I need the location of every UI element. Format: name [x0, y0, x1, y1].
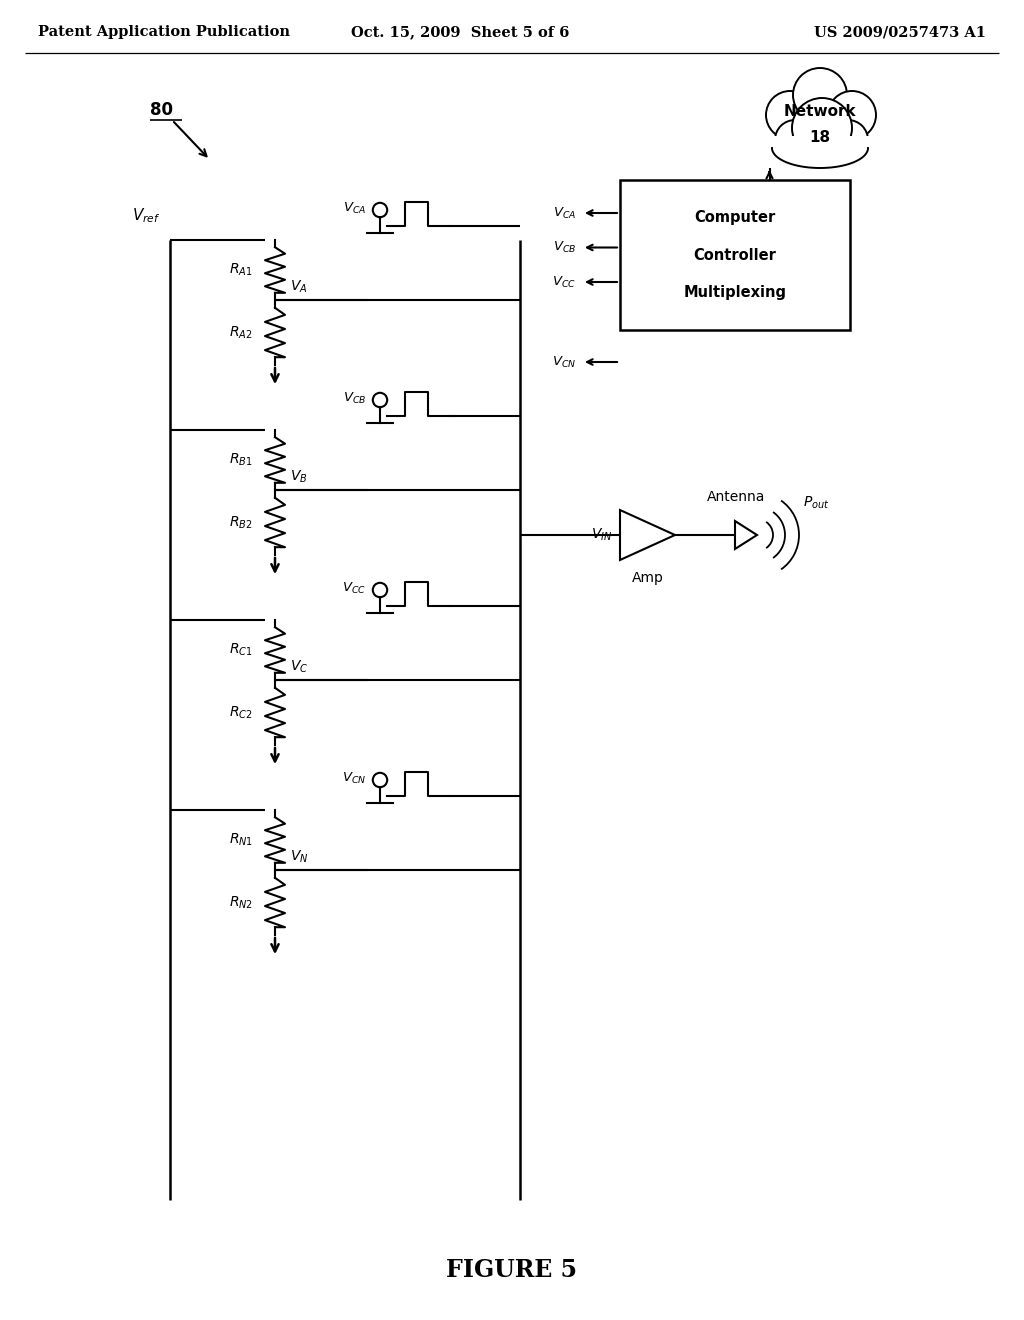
Text: $R_{A2}$: $R_{A2}$ [229, 325, 253, 341]
Text: Controller: Controller [693, 248, 776, 263]
Text: $R_{N1}$: $R_{N1}$ [228, 832, 253, 849]
Text: Amp: Amp [632, 572, 664, 585]
Text: $R_{C1}$: $R_{C1}$ [229, 642, 253, 659]
Text: Oct. 15, 2009  Sheet 5 of 6: Oct. 15, 2009 Sheet 5 of 6 [351, 25, 569, 40]
Text: Patent Application Publication: Patent Application Publication [38, 25, 290, 40]
Text: $R_{C2}$: $R_{C2}$ [229, 705, 253, 721]
Text: $V_{CA}$: $V_{CA}$ [343, 201, 366, 215]
Text: $V_A$: $V_A$ [290, 279, 307, 294]
Bar [762, 136, 878, 168]
Text: $V_{CC}$: $V_{CC}$ [342, 581, 366, 595]
Text: $P_{out}$: $P_{out}$ [803, 495, 829, 511]
Text: $V_{CN}$: $V_{CN}$ [342, 771, 366, 785]
Text: $V_{CC}$: $V_{CC}$ [552, 275, 575, 289]
Circle shape [828, 120, 868, 160]
Text: Multiplexing: Multiplexing [683, 285, 786, 300]
Bar [620, 180, 850, 330]
Text: $R_{A1}$: $R_{A1}$ [229, 261, 253, 279]
Text: $V_{CA}$: $V_{CA}$ [553, 206, 575, 220]
Text: $V_{IN}$: $V_{IN}$ [591, 527, 612, 544]
Text: Network: Network [783, 104, 856, 120]
Text: $V_{CN}$: $V_{CN}$ [552, 355, 575, 370]
Text: $V_{CB}$: $V_{CB}$ [553, 240, 575, 255]
Text: $V_{ref}$: $V_{ref}$ [131, 206, 160, 224]
Text: $R_{N2}$: $R_{N2}$ [229, 895, 253, 911]
Circle shape [793, 69, 847, 121]
Text: FIGURE 5: FIGURE 5 [446, 1258, 578, 1282]
Circle shape [828, 91, 876, 139]
Text: $V_B$: $V_B$ [290, 469, 307, 484]
Text: Antenna: Antenna [707, 490, 765, 504]
Circle shape [775, 120, 815, 160]
Circle shape [766, 91, 814, 139]
Text: $R_{B1}$: $R_{B1}$ [229, 451, 253, 469]
Text: 18: 18 [809, 131, 830, 145]
Text: Computer: Computer [694, 210, 775, 224]
Text: US 2009/0257473 A1: US 2009/0257473 A1 [814, 25, 986, 40]
Text: $R_{B2}$: $R_{B2}$ [229, 515, 253, 531]
Text: 80: 80 [150, 102, 173, 119]
Text: $V_C$: $V_C$ [290, 659, 308, 675]
Circle shape [792, 98, 852, 158]
Text: $V_{CB}$: $V_{CB}$ [343, 391, 366, 405]
Text: $V_N$: $V_N$ [290, 849, 308, 865]
